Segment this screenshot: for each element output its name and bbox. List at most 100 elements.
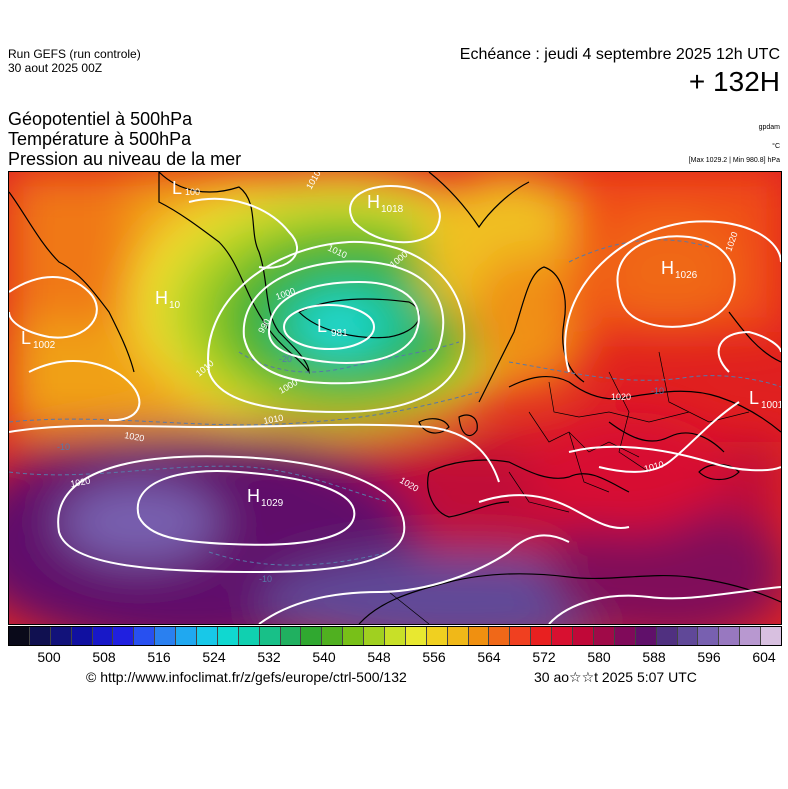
pressure-center: L 1002 (21, 328, 56, 351)
title-geopotential: Géopotentiel à 500hPa (8, 109, 193, 129)
colorbar-tick-label: 572 (532, 649, 556, 665)
unit-geopotential: gpdam (758, 124, 780, 131)
colorbar-swatch (719, 627, 741, 645)
colorbar-tick-label: 548 (367, 649, 391, 665)
isotherm-label-group: -20 -10 -10 -10 (57, 354, 664, 584)
colorbar-swatch (322, 627, 344, 645)
colorbar-swatch (280, 627, 302, 645)
pressure-center: L 1001 (749, 388, 781, 411)
colorbar-swatch (217, 627, 239, 645)
map-canvas: 1010 1010 1000 1000 990 1010 1000 1010 1… (9, 172, 781, 624)
svg-text:10: 10 (169, 300, 181, 311)
colorbar-tick-label: 508 (92, 649, 116, 665)
isotherms (9, 239, 781, 566)
pressure-center: H 1026 (661, 258, 698, 281)
isobar-label: 1020 (124, 430, 145, 443)
colorbar-swatch (761, 627, 781, 645)
pressure-center: L 100 (172, 178, 200, 198)
colorbar-swatch (134, 627, 156, 645)
colorbar-swatch (92, 627, 114, 645)
weather-map: 1010 1010 1000 1000 990 1010 1000 1010 1… (8, 171, 782, 625)
svg-text:981: 981 (331, 328, 348, 339)
colorbar-swatch (343, 627, 365, 645)
source-url: © http://www.infoclimat.fr/z/gefs/europe… (86, 669, 407, 685)
svg-text:1029: 1029 (261, 498, 284, 509)
svg-text:1026: 1026 (675, 270, 698, 281)
colorbar-tick-label: 500 (37, 649, 61, 665)
svg-text:L: L (317, 316, 327, 336)
colorbar-swatch (29, 627, 51, 645)
isobars (9, 185, 781, 624)
svg-text:L: L (749, 388, 759, 408)
colorbar-swatch (197, 627, 218, 645)
unit-temperature: °C (772, 143, 780, 150)
lead-time: + 132H (688, 66, 780, 97)
country-borders (388, 351, 750, 624)
colorbar-tick-label: 532 (257, 649, 281, 665)
colorbar-tick-label: 524 (202, 649, 226, 665)
run-label: Run GEFS (run controle) (8, 47, 141, 61)
colorbar-swatch (9, 627, 30, 645)
colorbar (8, 626, 782, 646)
colorbar-tick-label: 588 (642, 649, 666, 665)
colorbar-swatch (259, 627, 281, 645)
pressure-range: [Max 1029.2 | Min 980.8] hPa (688, 157, 780, 164)
run-date: 30 aout 2025 00Z (8, 61, 103, 75)
colorbar-swatch (71, 627, 93, 645)
title-temperature: Température à 500hPa (8, 129, 192, 149)
coastlines (9, 172, 781, 624)
isotherm-label: -10 (651, 386, 664, 396)
pressure-center: H 10 (155, 288, 181, 311)
colorbar-swatch (364, 627, 386, 645)
colorbar-swatch (677, 627, 699, 645)
colorbar-swatch (531, 627, 553, 645)
pressure-center: L 981 (317, 316, 348, 339)
colorbar-swatch (405, 627, 427, 645)
isotherm-label: -10 (259, 574, 272, 584)
svg-text:H: H (661, 258, 674, 278)
colorbar-swatch (489, 627, 511, 645)
pressure-centers: L 100 H 1018 H 1026 H 10 L 1002 L 981 (21, 178, 781, 509)
svg-text:1001: 1001 (761, 400, 781, 411)
svg-text:H: H (367, 192, 380, 212)
colorbar-swatch (113, 627, 135, 645)
colorbar-swatch (176, 627, 198, 645)
colorbar-swatch (468, 627, 490, 645)
colorbar-tick-label: 580 (587, 649, 611, 665)
colorbar-tick-label: 604 (752, 649, 776, 665)
forecast-valid-time: Echéance : jeudi 4 septembre 2025 12h UT… (459, 46, 780, 63)
svg-text:L: L (21, 328, 31, 348)
colorbar-swatch (593, 627, 615, 645)
title-pressure: Pression au niveau de la mer (8, 149, 242, 169)
colorbar-swatch (573, 627, 594, 645)
isotherm-label: -20 (279, 354, 292, 364)
generated-timestamp: 30 ao☆☆t 2025 5:07 UTC (534, 669, 697, 685)
colorbar-tick-label: 556 (422, 649, 446, 665)
isotherm-label: -10 (57, 442, 70, 452)
isobar-label: 1010 (263, 413, 284, 426)
colorbar-swatch (656, 627, 678, 645)
colorbar-swatch (698, 627, 720, 645)
svg-text:H: H (247, 486, 260, 506)
colorbar-swatch (238, 627, 260, 645)
pressure-center: H 1029 (247, 486, 284, 509)
geopotential-field (9, 172, 781, 624)
colorbar-tick-label: 540 (312, 649, 336, 665)
colorbar-swatch (50, 627, 72, 645)
isobar-label: 1020 (611, 392, 631, 402)
colorbar-swatch (740, 627, 762, 645)
colorbar-tick-label: 516 (147, 649, 171, 665)
colorbar-swatch (155, 627, 177, 645)
colorbar-swatch (301, 627, 323, 645)
colorbar-swatch (635, 627, 657, 645)
pressure-center: H 1018 (367, 192, 404, 215)
svg-text:1002: 1002 (33, 340, 56, 351)
svg-text:1018: 1018 (381, 204, 404, 215)
colorbar-tick-label: 596 (697, 649, 721, 665)
svg-text:L: L (172, 178, 182, 198)
svg-text:100: 100 (185, 187, 200, 197)
colorbar-swatch (447, 627, 469, 645)
colorbar-swatch (552, 627, 574, 645)
colorbar-swatch (614, 627, 636, 645)
svg-text:H: H (155, 288, 168, 308)
